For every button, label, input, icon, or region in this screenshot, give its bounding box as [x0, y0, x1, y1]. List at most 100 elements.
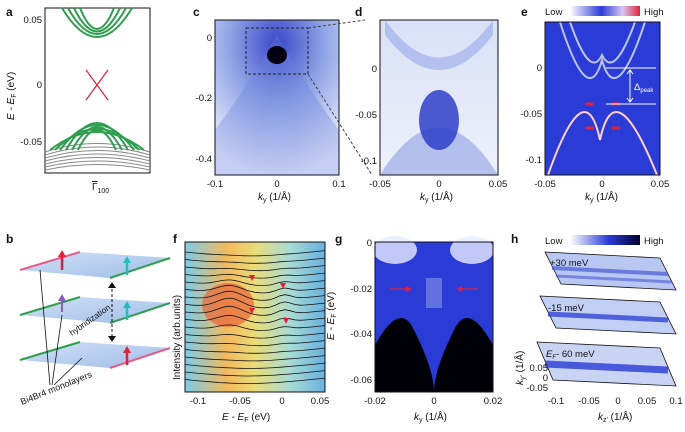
- panel-d: d 0 -0.05 -0.1 -0.05 0 0.05 ky (1/Å): [355, 5, 507, 204]
- d-dirac-region: [419, 90, 459, 150]
- d-ytick-1: 0: [372, 64, 377, 75]
- plane-top-edge-green: [109, 257, 171, 279]
- e-ytick-2: -0.05: [520, 109, 542, 120]
- a-ytick-1: 0.05: [24, 15, 43, 26]
- panel-c: c 0 -0.2 -0.4 -0.1 0 0.1 ky (1/Å): [193, 5, 373, 204]
- panel-label-d: d: [355, 5, 362, 19]
- g-left-band: [375, 318, 434, 392]
- panel-label-h: h: [511, 232, 518, 246]
- f-peak-region: [202, 283, 254, 327]
- plane-bottom-edge-green: [19, 341, 81, 361]
- c-zoom-box: [245, 27, 309, 75]
- e-colorbar-low: Low: [545, 7, 563, 18]
- g-right-band: [434, 318, 493, 392]
- a-ylabel: E - EF (eV): [6, 72, 18, 120]
- e-xtick-2: 0: [599, 179, 604, 190]
- a-xlabel: Γ100: [92, 182, 109, 195]
- e-delta-label: Δpeak: [634, 82, 654, 94]
- c-ytick-2: -0.2: [196, 93, 212, 104]
- g-frame: [374, 241, 494, 393]
- c-arpes-map: [215, 20, 339, 175]
- edc-curve: [184, 297, 326, 309]
- h-xtick-4: 0.05: [638, 396, 657, 407]
- f-xtick-1: -0.1: [190, 396, 206, 407]
- e-xlabel: ky (1/Å): [585, 190, 618, 204]
- edc-curve: [184, 355, 326, 362]
- h-map-middle: [539, 295, 677, 335]
- edc-curve: [184, 257, 326, 264]
- f-peak-markers: [249, 275, 289, 324]
- edc-curve: [184, 362, 326, 369]
- c-band-cone: [215, 35, 339, 175]
- h-xlabel: kz' (1/Å): [598, 410, 632, 424]
- d-ytick-2: -0.05: [355, 110, 377, 121]
- g-ytick-1: 0: [367, 238, 372, 249]
- f-xtick-3: 0: [279, 396, 284, 407]
- f-frame: [184, 241, 326, 393]
- edc-curve: [184, 250, 326, 257]
- h-xtick-1: -0.1: [548, 396, 564, 407]
- g-ytick-3: -0.04: [350, 329, 372, 340]
- f-ylabel: Intensity (arb.units): [172, 295, 183, 380]
- edc-curve: [184, 347, 326, 354]
- g-xtick-1: -0.02: [364, 396, 386, 407]
- e-xtick-1: -0.05: [534, 179, 556, 190]
- h-ytick-2: 0: [543, 373, 548, 384]
- h-ytick-3: -0.05: [526, 383, 548, 394]
- f-xlabel: E - EF (eV): [222, 412, 270, 424]
- h-colorbar-high: High: [644, 236, 664, 247]
- panel-a: a 0.05 0 -0.05 E - EF (eV) Γ100: [6, 5, 151, 195]
- panel-label-g: g: [335, 232, 342, 246]
- d-upper-band: [385, 20, 493, 70]
- panel-label-a: a: [6, 5, 13, 19]
- monolayer-label: Bi4Br4 monolayers: [19, 369, 94, 407]
- h-ytick-1: 0.05: [530, 363, 549, 374]
- edc-curve: [184, 290, 326, 301]
- panel-label-b: b: [6, 232, 13, 246]
- g-ytick-2: -0.02: [350, 284, 372, 295]
- d-xlabel: ky (1/Å): [420, 190, 453, 204]
- h-map-top: [544, 251, 677, 291]
- f-edc-background: [185, 242, 325, 392]
- e-xtick-3: 0.05: [651, 179, 670, 190]
- d-lower-band: [380, 127, 498, 175]
- d-frame: [379, 19, 499, 176]
- c-zoom-line-top: [307, 19, 366, 29]
- e-colorbar-high: High: [644, 7, 664, 18]
- e-ytick-3: -0.1: [526, 155, 542, 166]
- edc-curve: [184, 324, 326, 331]
- panel-label-e: e: [521, 5, 528, 19]
- e-delta-marker: [606, 67, 656, 105]
- f-xtick-2: -0.05: [229, 396, 251, 407]
- edc-curve: [184, 340, 326, 347]
- d-xtick-2: 0: [436, 179, 441, 190]
- e-curvature-map: [545, 22, 660, 175]
- h-xtick-2: -0.05: [578, 396, 600, 407]
- g-xlabel: ky (1/Å): [414, 410, 447, 424]
- g-top-right-bright: [450, 236, 494, 264]
- a-ytick-3: -0.05: [20, 137, 42, 148]
- f-edc-curves: [184, 250, 326, 384]
- monolayer-pointers: [39, 269, 83, 386]
- c-xtick-1: -0.1: [207, 179, 223, 190]
- f-xtick-4: 0.05: [311, 396, 330, 407]
- edc-curve: [184, 279, 326, 286]
- g-gap-arrows: [390, 286, 478, 292]
- e-colorbar: [570, 6, 640, 16]
- c-ytick-1: 0: [207, 33, 212, 44]
- plane-bottom-edge-pink: [109, 347, 171, 369]
- edc-curve: [184, 284, 326, 294]
- d-ytick-3: -0.1: [361, 156, 377, 167]
- edc-curve: [184, 332, 326, 339]
- g-xtick-3: 0.02: [484, 396, 503, 407]
- edc-curve: [184, 272, 326, 279]
- panel-b: b hybridization Bi4Br4 monolayers: [6, 232, 171, 407]
- a-ytick-2: 0: [37, 80, 42, 91]
- panel-label-f: f: [173, 232, 178, 246]
- h-colorbar-low: Low: [545, 236, 563, 247]
- h-colorbar: [570, 235, 640, 245]
- plane-middle-edge-green-2: [109, 302, 171, 324]
- monolayer-plane-middle: [20, 297, 170, 323]
- spin-arrows: [58, 250, 131, 365]
